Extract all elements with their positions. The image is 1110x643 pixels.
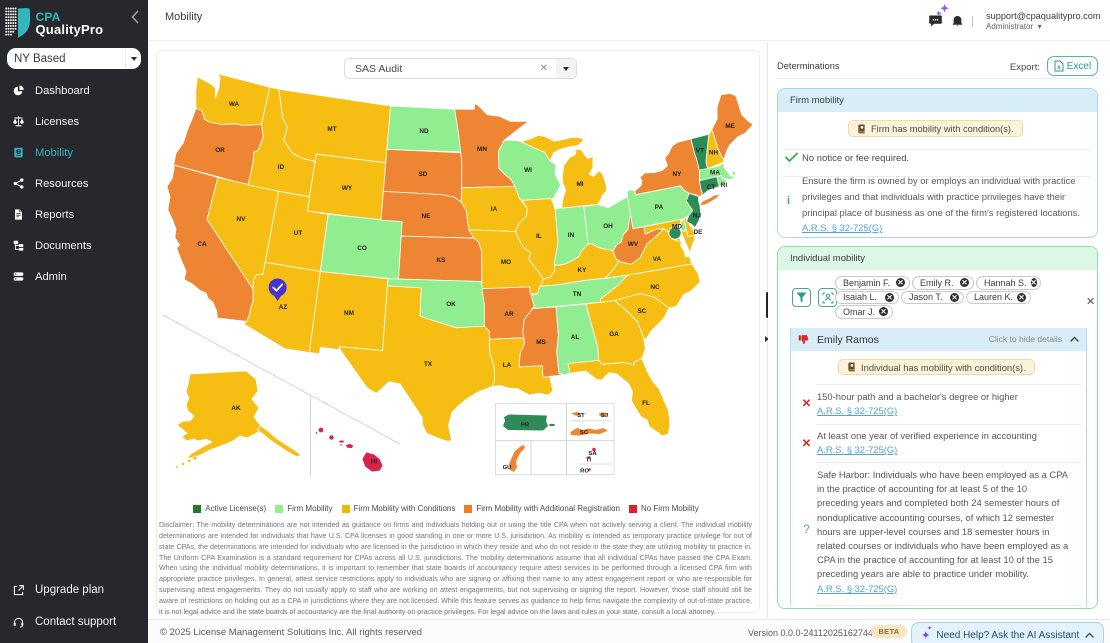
svg-text:AZ: AZ: [279, 304, 288, 311]
svg-text:OR: OR: [215, 147, 225, 154]
svg-text:MS: MS: [536, 339, 546, 346]
svg-text:MA: MA: [710, 169, 720, 176]
svg-text:CO: CO: [357, 245, 367, 252]
svg-text:WI: WI: [524, 167, 532, 174]
svg-text:ID: ID: [278, 164, 285, 171]
svg-text:DE: DE: [694, 229, 704, 236]
svg-text:SC: SC: [580, 430, 589, 436]
svg-text:SC: SC: [638, 308, 647, 315]
svg-text:RO: RO: [580, 469, 589, 475]
svg-text:MN: MN: [477, 146, 487, 153]
svg-text:TI: TI: [586, 458, 592, 464]
svg-text:WV: WV: [628, 241, 639, 248]
svg-text:OH: OH: [603, 223, 613, 230]
svg-text:VT: VT: [696, 147, 704, 154]
svg-text:AL: AL: [571, 334, 580, 341]
svg-text:GU: GU: [503, 465, 512, 471]
svg-text:IA: IA: [491, 206, 498, 213]
svg-text:SD: SD: [419, 171, 428, 178]
svg-text:CA: CA: [197, 241, 207, 248]
svg-text:TN: TN: [573, 291, 582, 298]
svg-text:GA: GA: [609, 331, 619, 338]
svg-text:SA: SA: [588, 451, 597, 457]
svg-text:ME: ME: [725, 123, 735, 130]
svg-text:FL: FL: [642, 400, 650, 407]
svg-text:NV: NV: [237, 216, 247, 223]
svg-text:OK: OK: [446, 301, 456, 308]
svg-text:MD: MD: [672, 223, 682, 230]
svg-text:WY: WY: [342, 185, 353, 192]
svg-text:VA: VA: [653, 256, 662, 263]
svg-text:PR: PR: [521, 423, 530, 429]
svg-text:x: x: [1057, 65, 1061, 71]
svg-text:RI: RI: [721, 182, 728, 189]
svg-text:WA: WA: [229, 101, 240, 108]
svg-text:PA: PA: [655, 204, 664, 211]
svg-text:MT: MT: [327, 126, 336, 133]
svg-text:AK: AK: [231, 405, 241, 412]
svg-text:NY: NY: [673, 171, 683, 178]
svg-text:UT: UT: [294, 230, 303, 237]
svg-text:KY: KY: [578, 267, 588, 274]
svg-text:IL: IL: [536, 233, 542, 240]
svg-text:MI: MI: [576, 181, 583, 188]
svg-text:AR: AR: [504, 311, 514, 318]
svg-text:NE: NE: [422, 213, 432, 220]
svg-text:KS: KS: [437, 257, 447, 264]
svg-text:TX: TX: [424, 361, 433, 368]
svg-text:MO: MO: [501, 259, 511, 266]
svg-text:ST: ST: [577, 413, 585, 419]
svg-text:HI: HI: [371, 459, 378, 466]
svg-text:CT: CT: [707, 184, 716, 191]
svg-text:SJ: SJ: [601, 413, 608, 419]
svg-text:NJ: NJ: [693, 212, 702, 219]
svg-text:IN: IN: [568, 232, 575, 239]
svg-text:NM: NM: [344, 310, 354, 317]
svg-text:NH: NH: [709, 149, 719, 156]
svg-text:ND: ND: [419, 128, 429, 135]
svg-text:NC: NC: [650, 284, 660, 291]
svg-text:LA: LA: [503, 362, 512, 369]
